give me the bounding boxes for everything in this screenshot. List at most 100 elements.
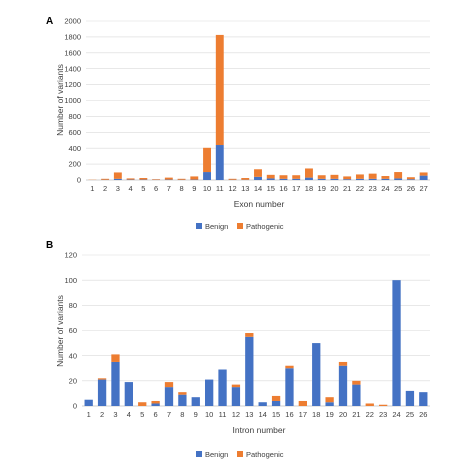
bar-pathogenic-a-2 <box>101 178 110 180</box>
bar-benign-a-26 <box>406 179 415 180</box>
bar-pathogenic-a-20 <box>330 174 339 179</box>
bar-pathogenic-a-21 <box>343 176 352 180</box>
bar-pathogenic-b-20 <box>338 361 348 366</box>
x-tick-label-a: 27 <box>419 184 427 193</box>
x-tick-label-a: 7 <box>167 184 171 193</box>
bar-benign-b-24 <box>392 280 401 406</box>
bar-benign-a-16 <box>279 178 288 180</box>
x-tick-label-a: 1 <box>90 184 94 193</box>
x-tick-label-a: 9 <box>192 184 196 193</box>
x-tick-label-a: 16 <box>279 184 287 193</box>
y-tick-label-a: 800 <box>68 112 81 121</box>
bar-benign-a-10 <box>203 172 211 180</box>
bar-pathogenic-a-9 <box>190 176 199 180</box>
bar-benign-b-13 <box>245 336 254 406</box>
y-tick-label-b: 100 <box>64 276 77 285</box>
bar-benign-a-19 <box>317 178 326 180</box>
bar-pathogenic-a-7 <box>164 177 173 180</box>
bar-pathogenic-a-26 <box>406 177 415 180</box>
bar-pathogenic-a-6 <box>152 179 161 180</box>
bar-pathogenic-b-12 <box>231 384 241 388</box>
bar-benign-b-14 <box>258 402 267 406</box>
x-tick-label-a: 13 <box>241 184 249 193</box>
legend-label-pathogenic-b: Pathogenic <box>246 450 284 459</box>
legend-b: Benign Pathogenic <box>196 450 284 459</box>
legend-swatch-benign-b <box>196 451 202 457</box>
x-tick-label-b: 5 <box>140 410 144 419</box>
legend-label-benign-a: Benign <box>205 222 228 231</box>
panel-label-b: B <box>46 240 53 251</box>
x-tick-label-a: 20 <box>330 184 338 193</box>
bar-pathogenic-a-8 <box>177 178 186 180</box>
x-tick-label-a: 6 <box>154 184 158 193</box>
y-tick-label-b: 20 <box>69 376 77 385</box>
bar-pathogenic-a-24 <box>381 176 390 179</box>
x-tick-label-b: 9 <box>194 410 198 419</box>
bar-benign-a-11 <box>215 145 224 180</box>
bar-benign-b-4 <box>124 382 133 406</box>
bar-pathogenic-b-3 <box>111 354 120 362</box>
y-tick-label-a: 1400 <box>64 64 81 73</box>
x-tick-label-a: 24 <box>381 184 389 193</box>
x-tick-label-a: 3 <box>116 184 120 193</box>
bar-pathogenic-a-12 <box>228 178 237 180</box>
x-tick-label-a: 21 <box>343 184 351 193</box>
y-tick-label-a: 1600 <box>64 48 81 57</box>
x-tick-label-a: 17 <box>292 184 300 193</box>
bar-benign-b-16 <box>285 368 294 406</box>
bar-benign-b-20 <box>338 365 348 406</box>
bar-benign-b-15 <box>271 400 281 406</box>
x-tick-label-a: 4 <box>129 184 133 193</box>
bar-benign-a-22 <box>355 178 364 180</box>
x-tick-label-b: 10 <box>205 410 213 419</box>
bar-pathogenic-a-16 <box>279 175 288 179</box>
y-axis-title-a: Number of variants <box>55 64 65 136</box>
bar-benign-b-6 <box>151 403 160 406</box>
x-tick-label-a: 5 <box>141 184 145 193</box>
bar-pathogenic-b-2 <box>97 378 107 380</box>
bar-benign-b-12 <box>231 387 241 406</box>
bar-benign-a-27 <box>419 175 428 180</box>
x-tick-label-b: 11 <box>219 410 227 419</box>
x-tick-label-b: 2 <box>100 410 104 419</box>
bar-benign-b-3 <box>111 361 120 406</box>
bar-pathogenic-a-11 <box>215 34 224 146</box>
x-tick-label-a: 15 <box>267 184 275 193</box>
bar-benign-b-7 <box>164 387 174 406</box>
panel-label-a: A <box>46 16 53 27</box>
x-tick-label-b: 19 <box>325 410 333 419</box>
y-axis-title-b: Number of variants <box>55 295 65 367</box>
bar-benign-a-3 <box>113 178 122 180</box>
bar-benign-b-10 <box>205 379 214 406</box>
bar-benign-b-25 <box>405 390 415 406</box>
x-tick-label-b: 24 <box>392 410 400 419</box>
x-tick-label-a: 19 <box>318 184 326 193</box>
legend-a: Benign Pathogenic <box>196 222 284 231</box>
bar-benign-a-17 <box>292 178 301 180</box>
bar-benign-a-23 <box>368 178 377 180</box>
bar-pathogenic-a-19 <box>317 175 326 179</box>
x-tick-label-a: 26 <box>407 184 415 193</box>
bar-benign-b-9 <box>191 397 200 406</box>
bar-pathogenic-a-15 <box>266 174 275 179</box>
y-tick-label-b: 120 <box>64 251 77 260</box>
y-tick-label-b: 80 <box>69 301 77 310</box>
y-tick-label-b: 0 <box>73 402 77 411</box>
bar-pathogenic-a-22 <box>355 174 364 179</box>
bar-benign-a-21 <box>343 179 352 180</box>
bar-pathogenic-a-18 <box>305 168 313 178</box>
bar-pathogenic-a-5 <box>139 178 148 180</box>
x-tick-label-b: 7 <box>167 410 171 419</box>
bar-pathogenic-a-10 <box>203 147 211 173</box>
x-tick-label-b: 25 <box>406 410 414 419</box>
legend-label-benign-b: Benign <box>205 450 228 459</box>
y-tick-label-b: 60 <box>69 326 77 335</box>
y-tick-label-a: 400 <box>68 144 81 153</box>
x-tick-label-b: 20 <box>339 410 347 419</box>
x-tick-label-a: 22 <box>356 184 364 193</box>
bar-pathogenic-a-23 <box>368 173 377 179</box>
bar-benign-b-19 <box>325 402 334 406</box>
